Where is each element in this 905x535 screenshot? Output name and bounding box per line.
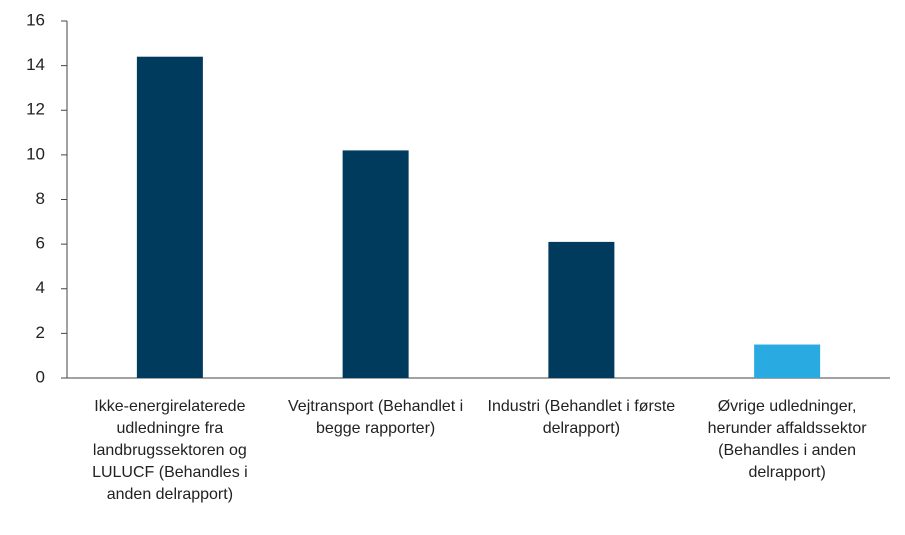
- y-tick-label: 10: [26, 144, 45, 163]
- y-tick-label: 8: [36, 189, 45, 208]
- bar: [548, 241, 615, 378]
- y-tick-label: 0: [36, 367, 45, 386]
- y-tick-label: 12: [26, 100, 45, 119]
- y-tick-label: 2: [36, 323, 45, 342]
- x-tick-label: Vejtransport (Behandlet i begge rapporte…: [288, 398, 464, 437]
- y-tick-label: 4: [36, 278, 45, 297]
- bar: [754, 344, 821, 378]
- bar: [136, 56, 203, 378]
- x-tick-label: Ikke-energirelaterede udledningre fra la…: [92, 398, 248, 503]
- x-tick-label: Øvrige udledninger, herunder affaldssekt…: [707, 398, 867, 481]
- y-tick-label: 14: [26, 55, 45, 74]
- x-tick-label: Industri (Behandlet i første delrapport): [487, 398, 676, 437]
- bar: [342, 150, 409, 378]
- y-tick-label: 6: [36, 234, 45, 253]
- y-tick-label: 16: [26, 10, 45, 29]
